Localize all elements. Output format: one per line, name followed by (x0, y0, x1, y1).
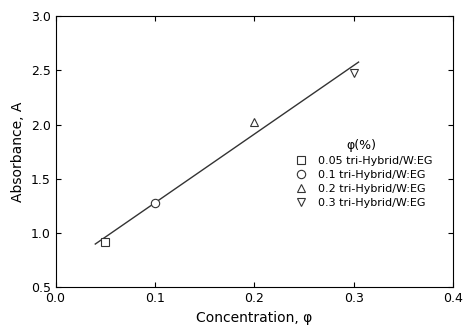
Y-axis label: Absorbance, A: Absorbance, A (11, 101, 25, 202)
X-axis label: Concentration, φ: Concentration, φ (196, 311, 312, 325)
Legend: 0.05 tri-Hybrid/W:EG, 0.1 tri-Hybrid/W:EG, 0.2 tri-Hybrid/W:EG, 0.3 tri-Hybrid/W: 0.05 tri-Hybrid/W:EG, 0.1 tri-Hybrid/W:E… (286, 136, 436, 211)
